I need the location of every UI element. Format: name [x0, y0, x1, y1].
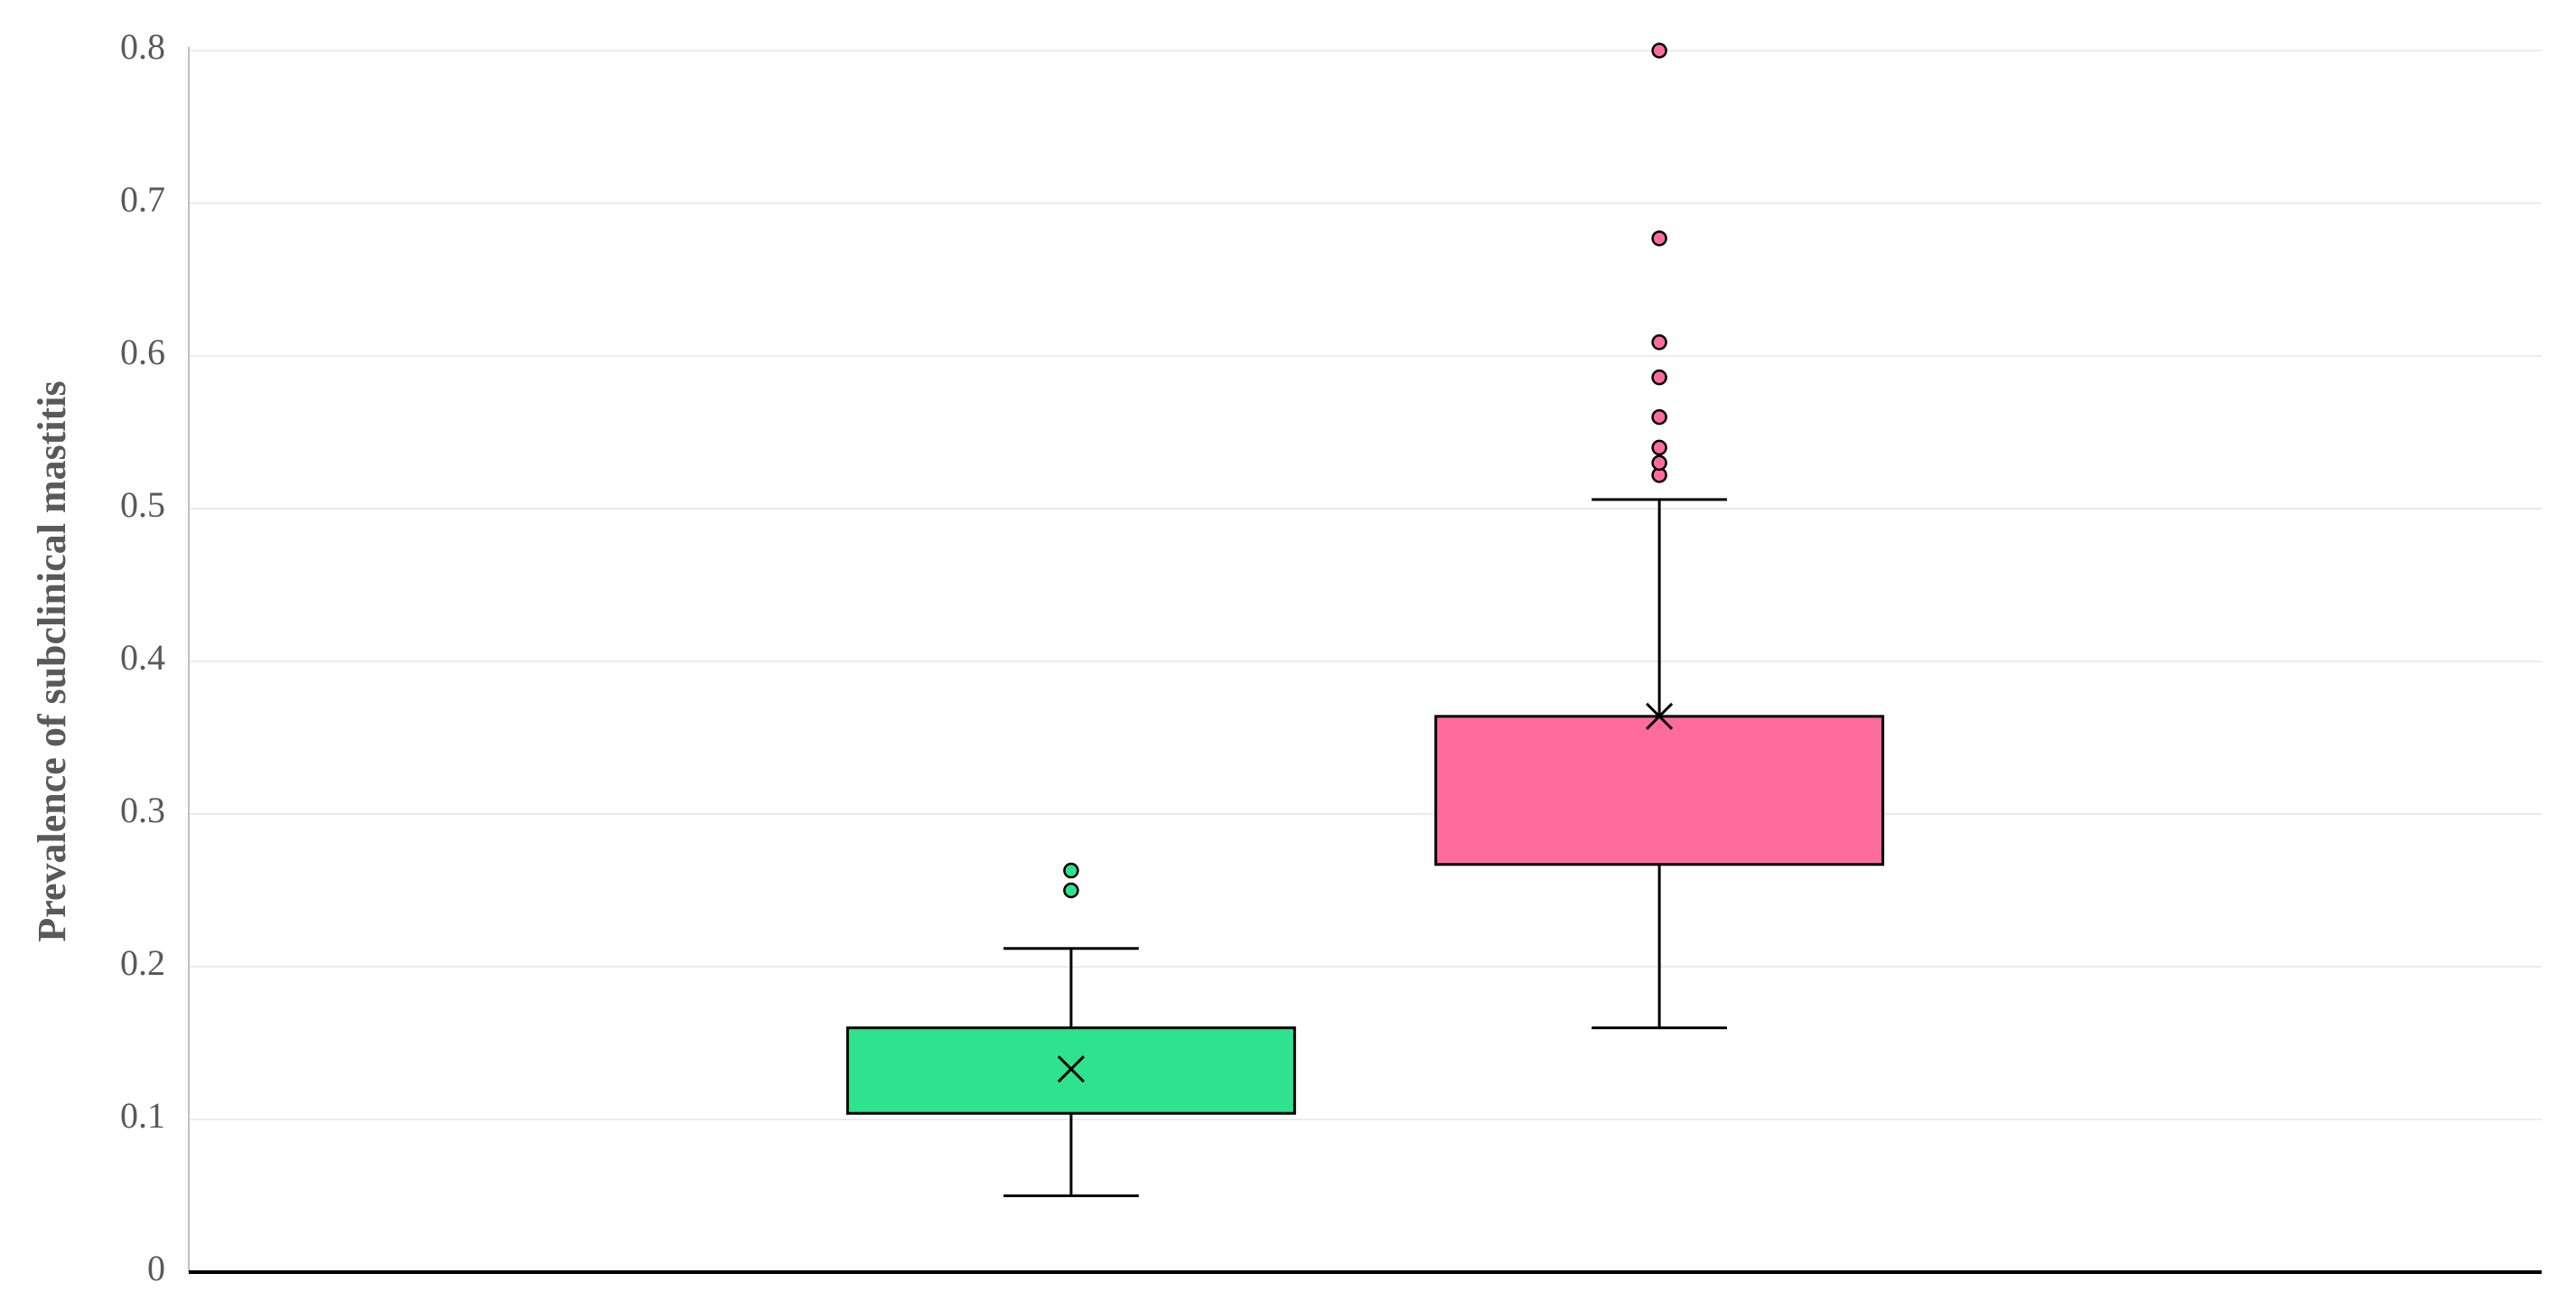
- y-axis-label: Prevalence of subclinical mastitis: [30, 380, 74, 941]
- y-tick-label: 0: [147, 1248, 165, 1288]
- outlier: [1651, 230, 1667, 247]
- outlier: [1651, 454, 1667, 472]
- y-tick-label: 0.6: [120, 332, 165, 372]
- mean-marker: [1057, 1055, 1085, 1083]
- y-tick-label: 0.7: [120, 179, 165, 220]
- outlier: [1651, 334, 1667, 351]
- y-tick-label: 0.3: [120, 790, 165, 830]
- y-tick-label: 0.1: [120, 1095, 165, 1136]
- outlier: [1651, 42, 1667, 59]
- y-tick-label: 0.5: [120, 484, 165, 525]
- y-tick-label: 0.4: [120, 637, 165, 678]
- outlier: [1651, 369, 1667, 386]
- mean-marker: [1646, 702, 1674, 730]
- outlier: [1063, 862, 1079, 879]
- y-tick-label: 0.8: [120, 26, 165, 67]
- y-tick-label: 0.2: [120, 942, 165, 983]
- outlier: [1651, 408, 1667, 426]
- box: [1434, 715, 1885, 866]
- outlier: [1063, 882, 1079, 899]
- outlier: [1651, 439, 1667, 456]
